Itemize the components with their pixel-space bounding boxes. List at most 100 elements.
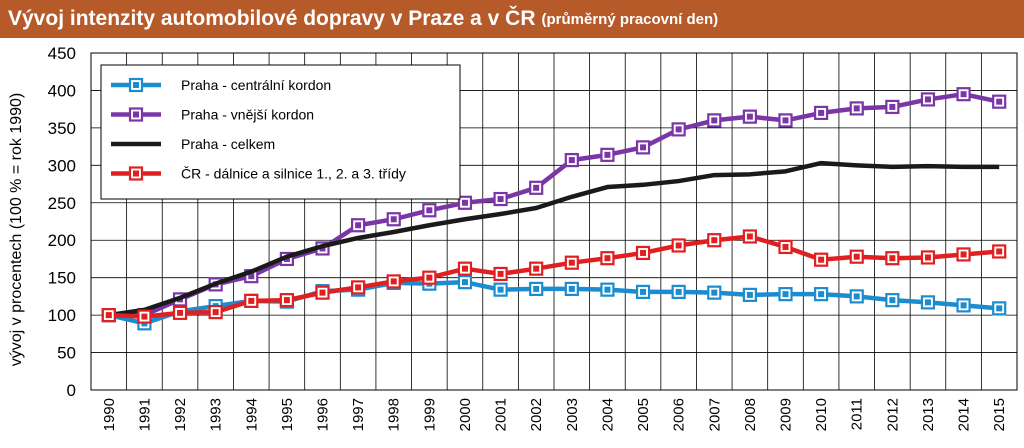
x-tick-label: 1998: [386, 398, 403, 431]
data-point-core: [996, 305, 1003, 312]
data-point-core: [533, 265, 540, 272]
y-axis-label: vývoj v procentech (100 % = rok 1990): [8, 93, 25, 366]
data-point-core: [818, 291, 825, 298]
legend-marker-core: [133, 170, 139, 177]
data-point-core: [711, 117, 718, 124]
legend: Praha - centrální kordon Praha - vnější k…: [100, 64, 461, 200]
y-tick-label: 400: [48, 81, 76, 100]
x-axis-ticks: 1990 1991 1992 1993 1994 1995 1996 1997 1998 1999…: [101, 398, 1008, 431]
data-point-core: [924, 96, 931, 103]
x-tick-label: 1993: [208, 398, 225, 431]
y-tick-label: 50: [57, 344, 76, 363]
data-point-core: [426, 207, 433, 214]
data-point-core: [960, 251, 967, 258]
data-point-core: [889, 103, 896, 110]
x-tick-label: 2008: [742, 398, 759, 431]
data-point-core: [924, 299, 931, 306]
legend-label: Praha - vnější kordon: [181, 107, 314, 123]
data-point-core: [604, 286, 611, 293]
data-point-core: [248, 273, 255, 280]
y-tick-label: 450: [48, 44, 76, 63]
data-point-core: [283, 297, 290, 304]
x-tick-label: 2003: [564, 398, 581, 431]
data-point-core: [640, 288, 647, 295]
y-tick-label: 250: [48, 194, 76, 213]
data-point-core: [818, 256, 825, 263]
y-tick-label: 300: [48, 156, 76, 175]
data-point-core: [177, 309, 184, 316]
y-tick-label: 0: [67, 381, 76, 400]
data-point-core: [497, 270, 504, 277]
data-point-core: [782, 243, 789, 250]
data-point-core: [711, 237, 718, 244]
legend-label: ČR - dálnice a silnice 1., 2. a 3. třídy: [181, 166, 406, 182]
data-point-core: [105, 312, 112, 319]
data-point-core: [675, 126, 682, 133]
data-point-core: [604, 255, 611, 262]
x-tick-label: 1992: [172, 398, 189, 431]
series: [108, 160, 1000, 318]
data-point-core: [675, 242, 682, 249]
data-point-core: [746, 233, 753, 240]
data-point-core: [746, 291, 753, 298]
data-point-core: [497, 196, 504, 203]
data-point-core: [212, 309, 219, 316]
y-tick-label: 100: [48, 306, 76, 325]
data-point-core: [604, 151, 611, 158]
x-tick-label: 2010: [813, 398, 830, 431]
chart-subtitle: (průměrný pracovní den): [541, 10, 719, 28]
x-tick-label: 1997: [350, 398, 367, 431]
x-tick-label: 1995: [279, 398, 296, 431]
data-point-core: [675, 288, 682, 295]
x-tick-label: 2013: [920, 398, 937, 431]
data-point-core: [924, 254, 931, 261]
y-tick-label: 350: [48, 119, 76, 138]
x-tick-label: 2002: [528, 398, 545, 431]
y-axis-ticks: 0 50 100 150 200 250 300 350 400 450: [48, 44, 76, 400]
data-point-core: [461, 199, 468, 206]
x-tick-label: 1991: [136, 398, 153, 431]
data-point-core: [426, 274, 433, 281]
data-point-core: [640, 249, 647, 256]
data-point-core: [568, 259, 575, 266]
series-lines: [101, 87, 1007, 331]
data-point-core: [390, 278, 397, 285]
data-point-core: [533, 184, 540, 191]
x-tick-label: 2000: [457, 398, 474, 431]
data-point-core: [996, 248, 1003, 255]
data-point-core: [818, 109, 825, 116]
legend-marker-core: [133, 82, 139, 88]
y-tick-label: 200: [48, 231, 76, 250]
data-point-core: [853, 105, 860, 112]
x-tick-label: 2015: [991, 398, 1008, 431]
x-tick-label: 2005: [635, 398, 652, 431]
x-tick-label: 2011: [849, 398, 866, 430]
data-point-core: [319, 289, 326, 296]
data-point-core: [889, 297, 896, 304]
data-point-core: [640, 144, 647, 151]
y-tick-label: 150: [48, 269, 76, 288]
x-tick-label: 1999: [421, 398, 438, 431]
data-point-core: [461, 279, 468, 286]
data-point-core: [782, 117, 789, 124]
x-tick-label: 1990: [101, 398, 118, 431]
series-line: [108, 160, 1000, 318]
chart-title-bar: Vývoj intenzity automobilové dopravy v P…: [0, 0, 1024, 38]
x-tick-label: 2014: [956, 398, 973, 431]
data-point-core: [355, 222, 362, 229]
x-tick-label: 2006: [671, 398, 688, 431]
legend-label: Praha - celkem: [181, 136, 275, 152]
data-point-core: [497, 286, 504, 293]
data-point-core: [960, 91, 967, 98]
data-point-core: [996, 98, 1003, 105]
data-point-core: [782, 291, 789, 298]
data-point-core: [355, 284, 362, 291]
data-point-core: [390, 216, 397, 223]
legend-marker-core: [133, 111, 139, 118]
series: [101, 229, 1007, 324]
legend-box: [100, 64, 461, 200]
data-point-core: [889, 255, 896, 262]
data-point-core: [461, 265, 468, 272]
data-point-core: [568, 285, 575, 292]
x-tick-label: 2012: [884, 398, 901, 431]
